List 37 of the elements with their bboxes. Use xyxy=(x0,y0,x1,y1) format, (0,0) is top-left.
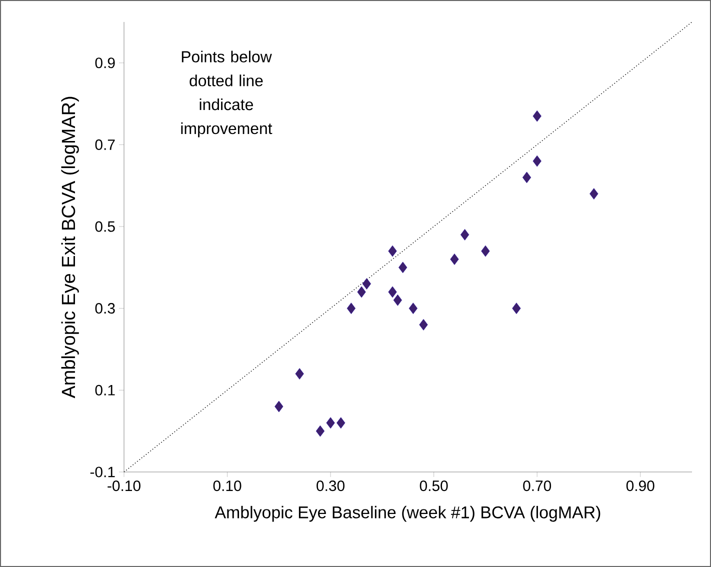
point xyxy=(362,278,372,290)
point xyxy=(274,400,284,412)
point xyxy=(388,245,397,257)
point xyxy=(295,368,304,380)
point xyxy=(336,417,346,429)
y-tick-label: 0.1 xyxy=(95,384,115,396)
point xyxy=(398,262,408,274)
y-axis-title: Amblyopic Eye Exit BCVA (logMAR) xyxy=(61,96,79,398)
point xyxy=(522,172,532,184)
y-tick-label: 0.9 xyxy=(95,58,115,68)
point xyxy=(419,319,428,330)
point xyxy=(388,286,397,298)
point xyxy=(393,294,402,306)
point xyxy=(408,302,418,314)
x-tick-label: 0.90 xyxy=(626,480,654,492)
point xyxy=(481,245,490,257)
point xyxy=(590,188,598,200)
y-tick-label: 0.5 xyxy=(95,221,115,232)
x-tick-label: 0.30 xyxy=(316,480,344,492)
y-tick-label: -0.1 xyxy=(90,466,115,478)
point xyxy=(326,417,335,429)
point xyxy=(346,302,356,314)
y-tick-label: 0.3 xyxy=(95,303,115,314)
x-tick-label: 0.50 xyxy=(420,480,448,492)
point xyxy=(460,229,470,240)
point xyxy=(532,110,542,122)
annotation: Points below dotted line indicate improvement xyxy=(181,50,272,138)
x-tick-label: 0.10 xyxy=(213,480,242,492)
point xyxy=(532,155,542,167)
x-tick-label: -0.10 xyxy=(108,480,140,492)
point xyxy=(316,425,325,437)
y-tick-label: 0.7 xyxy=(95,139,115,150)
point xyxy=(357,286,366,298)
x-axis-title: Amblyopic Eye Baseline (week #1) BCVA (logMAR) xyxy=(214,506,600,522)
point xyxy=(450,254,459,265)
x-tick-label: 0.70 xyxy=(523,480,552,492)
point xyxy=(512,302,521,314)
